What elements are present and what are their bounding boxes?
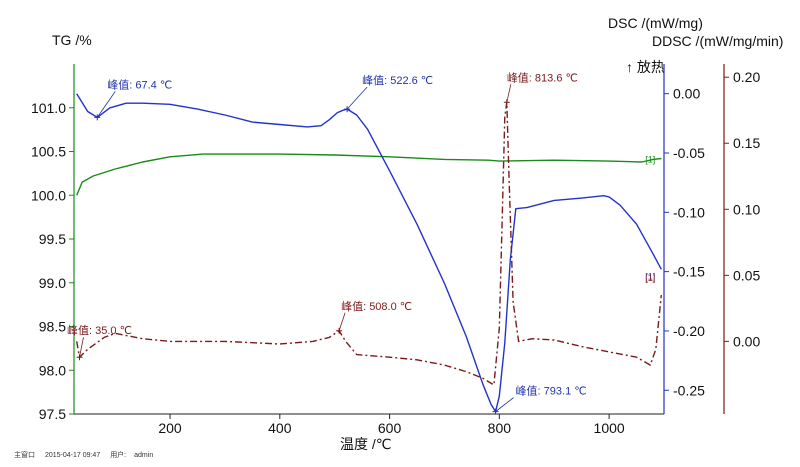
footer-user-label: 用户: [110,452,127,459]
dsc-axis-title: DSC /(mW/mg) [608,15,703,31]
dsc-curve [76,93,662,413]
curve-tag: [1] [645,271,655,281]
peak-annotation-label: 峰值: 35.0 ℃ [67,324,132,337]
peak-annotation-label: 峰值: 793.1 ℃ [516,385,587,398]
peak-annotation-label: 峰值: 813.6 ℃ [507,71,578,84]
curve-tag: [1] [645,155,655,165]
tg-curve [76,153,662,196]
ddsc-tick-label: 0.15 [733,135,760,151]
plot-layer: 200 400 600 800 1000 97.5 98.0 98.5 99.0 99.5 100.… [31,64,760,436]
peak-leader-line [495,397,514,412]
ddsc-axis-title: DDSC /(mW/mg/min) [652,33,783,49]
dsc-tick-label: -0.25 [673,382,705,398]
ddsc-tick-label: 0.00 [733,333,760,349]
status-footer: 主窗口 2015-04-17 09:47 用户: admin [14,450,161,460]
ddsc-tick-label: 0.05 [733,267,760,283]
tg-tick-label: 99.0 [39,275,66,291]
footer-user: admin [134,452,154,459]
dsc-tick-label: -0.20 [673,323,705,339]
curve-tag: [1] [645,273,655,283]
peak-marker [344,106,351,113]
exotherm-direction-label: ↑ 放热 [626,59,665,75]
peak-leader-line [506,84,512,103]
x-tick-label: 200 [158,420,182,436]
x-tick-label: 400 [268,420,292,436]
x-tick-label: 600 [378,420,402,436]
peak-marker [94,114,101,121]
dsc-tick-label: -0.10 [673,204,705,220]
tg-tick-label: 99.5 [39,231,66,247]
peak-annotation-label: 峰值: 508.0 ℃ [341,300,412,313]
peak-marker [503,99,510,106]
x-axis-label: 温度 /℃ [340,436,392,452]
x-tick-label: 1000 [594,420,625,436]
peak-leader-line [346,86,368,110]
peak-leader-line [338,312,346,331]
tg-tick-label: 101.0 [31,100,66,116]
dsc-tick-label: 0.00 [673,86,700,102]
footer-window: 主窗口 [14,452,35,459]
ddsc-tick-label: 0.10 [733,201,760,217]
x-tick-label: 800 [488,420,512,436]
tg-tick-label: 98.5 [39,319,66,335]
peak-annotation-label: 峰值: 522.6 ℃ [362,74,433,87]
peak-annotation-label: 峰值: 67.4 ℃ [107,78,172,91]
peak-leader-line [96,91,116,118]
footer-timestamp: 2015-04-17 09:47 [44,452,101,459]
tg-tick-label: 98.0 [39,362,66,378]
tg-tick-label: 97.5 [39,406,66,422]
tg-tick-label: 100.0 [31,187,66,203]
ddsc-curve [76,101,662,386]
tg-tick-label: 100.5 [31,144,66,160]
peak-leader-line [79,337,84,358]
ddsc-tick-label: 0.20 [733,69,760,85]
dsc-tick-label: -0.05 [673,145,705,161]
tg-axis-title: TG /% [52,32,92,48]
dsc-tick-label: -0.15 [673,264,705,280]
